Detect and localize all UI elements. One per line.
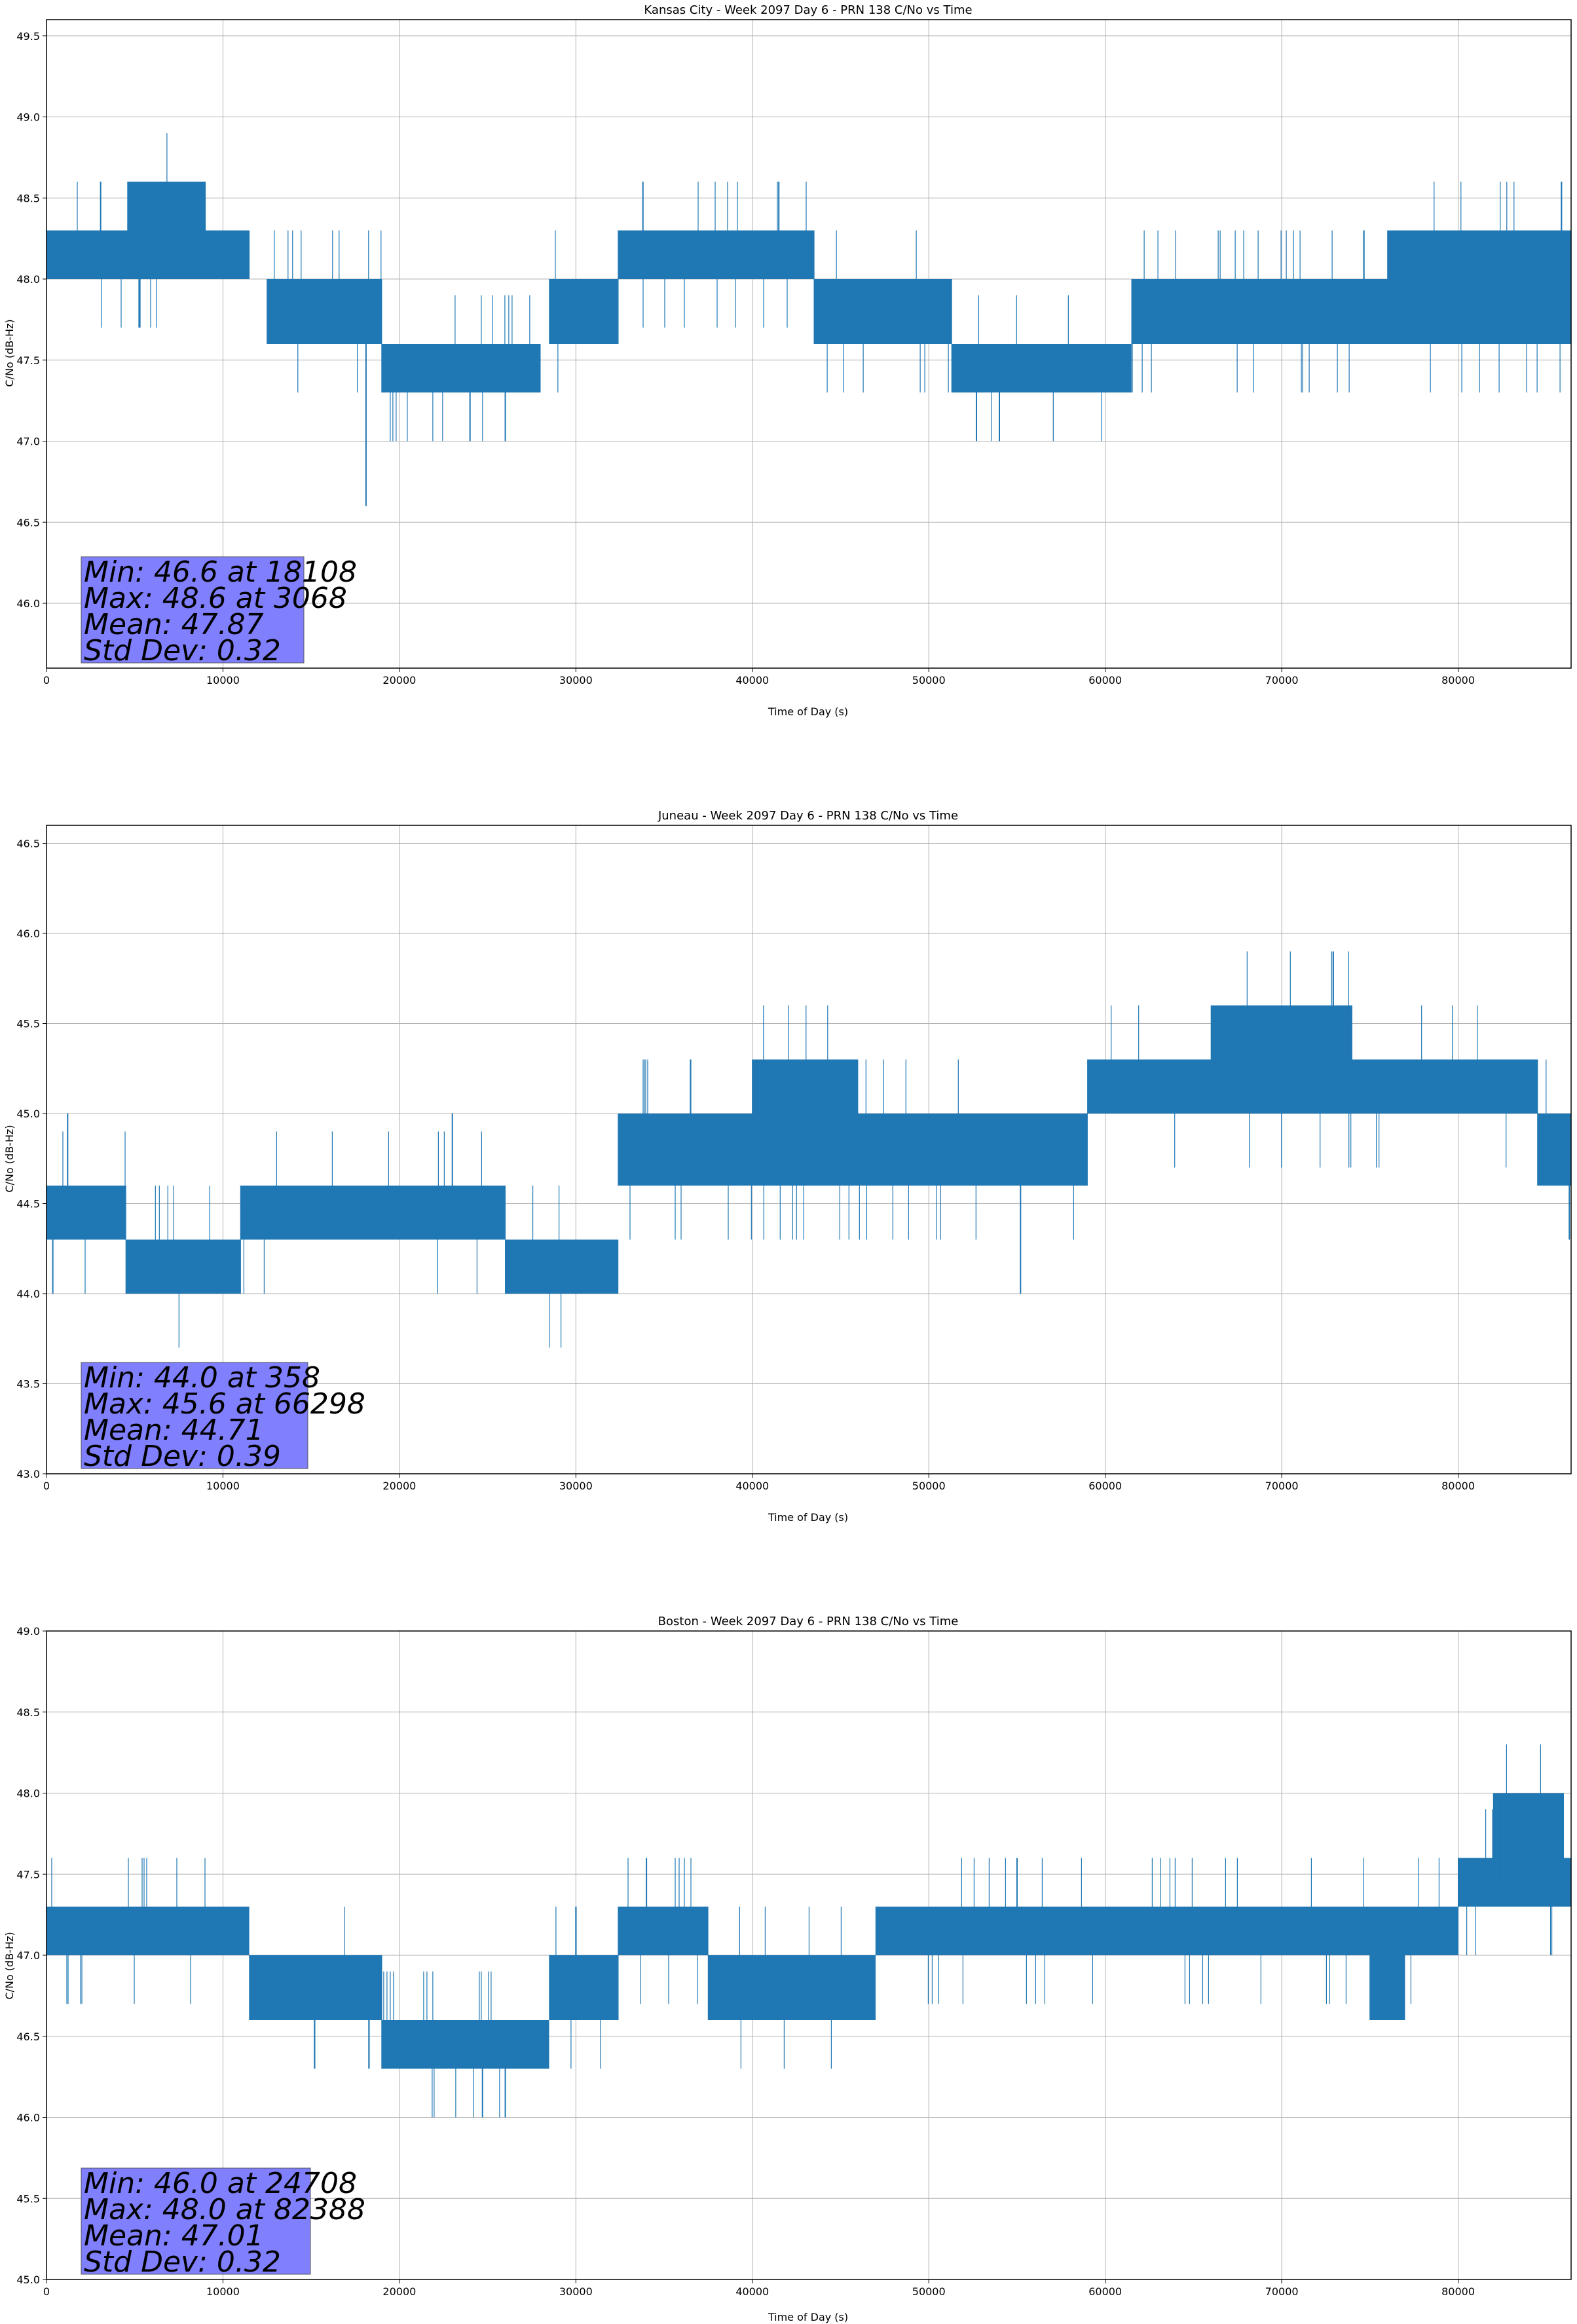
y-axis-label: C/No (dB-Hz) — [3, 1125, 16, 1192]
y-axis-label: C/No (dB-Hz) — [3, 319, 16, 386]
x-tick-label: 60000 — [1088, 674, 1122, 686]
chart-title: Boston - Week 2097 Day 6 - PRN 138 C/No … — [658, 1615, 959, 1628]
y-tick-label: 46.0 — [16, 928, 40, 940]
stats-box-background — [81, 1362, 308, 1469]
x-tick-label: 70000 — [1265, 1480, 1299, 1492]
y-tick-label: 46.5 — [16, 838, 40, 850]
chart-title: Kansas City - Week 2097 Day 6 - PRN 138 … — [644, 3, 972, 17]
x-tick-label: 0 — [43, 2285, 50, 2298]
y-tick-label: 48.5 — [16, 1706, 40, 1719]
x-tick-label: 50000 — [912, 2285, 946, 2298]
y-tick-label: 48.0 — [16, 273, 40, 286]
stat-std-dev: Std Dev: 0.39 — [84, 1440, 281, 1473]
stat-std-dev: Std Dev: 0.32 — [84, 634, 281, 667]
stats-box: Min: 44.0 at 358 Max: 45.6 at 66298 Mean… — [81, 1361, 365, 1473]
y-tick-label: 49.0 — [16, 111, 40, 124]
y-ticks: 43.0 43.5 44.0 44.5 45.0 45.5 46.0 46.5 — [16, 838, 46, 1480]
stat-mean: Mean: 47.87 — [84, 608, 264, 641]
stat-min: Min: 46.0 at 24708 — [84, 2167, 357, 2200]
x-tick-label: 50000 — [912, 1480, 946, 1492]
plot-frame — [46, 19, 1572, 669]
x-tick-label: 40000 — [735, 2285, 769, 2298]
x-tick-label: 60000 — [1088, 2285, 1122, 2298]
y-tick-label: 46.5 — [16, 2031, 40, 2043]
x-tick-label: 30000 — [559, 2285, 593, 2298]
x-tick-label: 20000 — [382, 1480, 416, 1492]
chart-title: Juneau - Week 2097 Day 6 - PRN 138 C/No … — [658, 809, 958, 823]
chart-panel-kansas-city: Kansas City - Week 2097 Day 6 - PRN 138 … — [3, 3, 1572, 718]
stat-min: Min: 44.0 at 358 — [84, 1361, 320, 1395]
y-tick-label: 49.5 — [16, 30, 40, 43]
x-tick-label: 0 — [43, 674, 50, 686]
y-ticks: 45.0 45.5 46.0 46.5 47.0 47.5 48.0 48.5 49.0 — [16, 1625, 46, 2286]
y-tick-label: 47.0 — [16, 436, 40, 448]
stat-std-dev: Std Dev: 0.32 — [84, 2245, 281, 2279]
x-tick-label: 40000 — [735, 1480, 769, 1492]
x-axis-label: Time of Day (s) — [768, 705, 848, 718]
x-ticks: 0 10000 20000 30000 40000 50000 60000 70000 8000… — [43, 2279, 1475, 2298]
x-tick-label: 80000 — [1441, 1480, 1475, 1492]
x-tick-label: 50000 — [912, 674, 946, 686]
y-tick-label: 44.5 — [16, 1198, 40, 1210]
x-tick-label: 10000 — [206, 2285, 240, 2298]
stat-mean: Mean: 47.01 — [84, 2219, 264, 2253]
x-tick-label: 20000 — [382, 674, 416, 686]
x-tick-label: 30000 — [559, 674, 593, 686]
y-tick-label: 45.0 — [16, 2274, 40, 2286]
y-tick-label: 49.0 — [16, 1625, 40, 1638]
stats-box: Min: 46.6 at 18108 Max: 48.6 at 3068 Mea… — [81, 555, 357, 667]
stat-max: Max: 48.6 at 3068 — [84, 582, 347, 615]
x-tick-label: 80000 — [1441, 674, 1475, 686]
y-tick-label: 45.5 — [16, 1018, 40, 1030]
x-tick-label: 40000 — [735, 674, 769, 686]
y-tick-label: 47.5 — [16, 1868, 40, 1881]
x-tick-label: 60000 — [1088, 1480, 1122, 1492]
chart-panel-juneau: Juneau - Week 2097 Day 6 - PRN 138 C/No … — [3, 809, 1572, 1524]
stat-min: Min: 46.6 at 18108 — [84, 555, 357, 589]
x-tick-label: 20000 — [382, 2285, 416, 2298]
x-tick-label: 30000 — [559, 1480, 593, 1492]
stat-max: Max: 48.0 at 82388 — [84, 2193, 365, 2226]
chart-panel-boston: Boston - Week 2097 Day 6 - PRN 138 C/No … — [3, 1615, 1572, 2323]
y-tick-label: 48.0 — [16, 1788, 40, 1800]
x-ticks: 0 10000 20000 30000 40000 50000 60000 70000 8000… — [43, 668, 1475, 686]
y-tick-label: 43.0 — [16, 1468, 40, 1480]
stats-box-background — [81, 556, 305, 664]
x-axis-label: Time of Day (s) — [768, 1511, 848, 1524]
stat-mean: Mean: 44.71 — [84, 1414, 264, 1447]
y-tick-label: 48.5 — [16, 192, 40, 204]
plot-frame — [46, 825, 1572, 1474]
x-tick-label: 70000 — [1265, 674, 1299, 686]
y-tick-label: 47.5 — [16, 354, 40, 367]
x-tick-label: 10000 — [206, 1480, 240, 1492]
stat-max: Max: 45.6 at 66298 — [84, 1387, 365, 1421]
y-tick-label: 45.5 — [16, 2192, 40, 2205]
stats-box-background — [81, 2167, 311, 2275]
x-tick-label: 80000 — [1441, 2285, 1475, 2298]
x-tick-label: 70000 — [1265, 2285, 1299, 2298]
x-tick-label: 0 — [43, 1480, 50, 1492]
y-tick-label: 46.5 — [16, 516, 40, 529]
y-tick-label: 46.0 — [16, 2112, 40, 2124]
x-ticks: 0 10000 20000 30000 40000 50000 60000 70000 8000… — [43, 1474, 1475, 1492]
y-tick-label: 43.5 — [16, 1378, 40, 1391]
y-tick-label: 44.0 — [16, 1288, 40, 1300]
y-tick-label: 46.0 — [16, 597, 40, 610]
y-ticks: 46.0 46.5 47.0 47.5 48.0 48.5 49.0 49.5 — [16, 30, 46, 610]
y-tick-label: 45.0 — [16, 1108, 40, 1120]
x-axis-label: Time of Day (s) — [768, 2311, 848, 2323]
stats-box: Min: 46.0 at 24708 Max: 48.0 at 82388 Me… — [81, 2167, 365, 2279]
x-tick-label: 10000 — [206, 674, 240, 686]
y-tick-label: 47.0 — [16, 1949, 40, 1962]
y-axis-label: C/No (dB-Hz) — [3, 1932, 16, 1999]
